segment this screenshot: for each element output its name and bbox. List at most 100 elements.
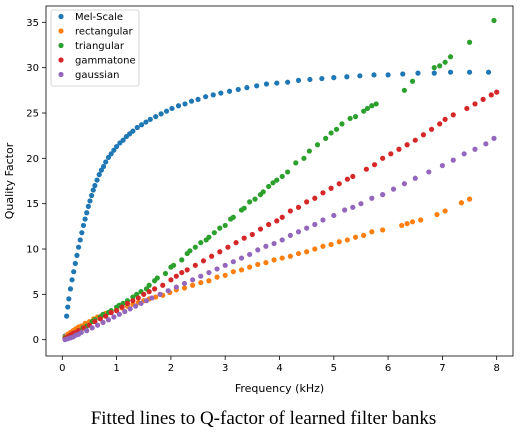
data-point bbox=[344, 237, 350, 243]
x-tick-label: 0 bbox=[59, 363, 65, 374]
data-point bbox=[263, 243, 269, 249]
data-point bbox=[390, 186, 397, 192]
data-point bbox=[371, 162, 378, 168]
data-point bbox=[357, 73, 363, 79]
data-point bbox=[331, 212, 337, 219]
data-point bbox=[187, 248, 193, 254]
data-point bbox=[94, 322, 101, 328]
data-point bbox=[363, 166, 369, 172]
data-point bbox=[244, 85, 250, 91]
data-point bbox=[74, 252, 80, 258]
data-point bbox=[217, 225, 223, 231]
data-point bbox=[437, 63, 443, 69]
legend-marker bbox=[58, 57, 64, 63]
data-point bbox=[369, 103, 375, 109]
data-point bbox=[339, 121, 345, 127]
data-point bbox=[198, 240, 204, 246]
data-point bbox=[263, 260, 269, 266]
data-point bbox=[222, 272, 228, 278]
data-point bbox=[222, 262, 228, 268]
data-point bbox=[97, 316, 103, 322]
data-point bbox=[160, 282, 166, 288]
data-point bbox=[437, 121, 443, 127]
data-point bbox=[480, 96, 486, 102]
data-point bbox=[173, 284, 179, 290]
data-point bbox=[165, 288, 171, 294]
data-point bbox=[404, 221, 410, 227]
data-point bbox=[358, 201, 364, 207]
data-point bbox=[306, 148, 312, 154]
data-point bbox=[134, 124, 140, 131]
data-point bbox=[171, 262, 177, 268]
data-point bbox=[279, 255, 285, 261]
data-point bbox=[116, 311, 122, 317]
data-point bbox=[295, 250, 302, 257]
data-point bbox=[226, 88, 233, 94]
data-point bbox=[271, 257, 277, 263]
data-point bbox=[263, 81, 270, 87]
data-point bbox=[323, 135, 329, 141]
data-point bbox=[426, 169, 432, 175]
data-point bbox=[138, 122, 145, 128]
y-axis-label: Quality Factor bbox=[3, 142, 16, 219]
y-tick-label: 35 bbox=[26, 18, 39, 29]
data-point bbox=[312, 195, 318, 201]
data-point bbox=[388, 151, 394, 157]
data-point bbox=[147, 116, 153, 122]
data-point bbox=[135, 295, 141, 301]
data-point bbox=[439, 162, 446, 169]
data-point bbox=[415, 70, 421, 76]
data-point bbox=[418, 217, 424, 223]
data-point bbox=[266, 221, 272, 228]
data-point bbox=[238, 255, 245, 261]
data-point bbox=[105, 317, 112, 323]
data-point bbox=[241, 235, 247, 241]
data-point bbox=[169, 105, 175, 112]
data-point bbox=[203, 94, 209, 100]
data-point bbox=[84, 210, 90, 216]
legend: Mel-Scale rectangular triangular gammatone g… bbox=[50, 9, 140, 87]
data-point bbox=[75, 244, 82, 250]
data-point bbox=[184, 267, 190, 273]
data-point bbox=[198, 279, 204, 286]
x-axis-label: Frequency (kHz) bbox=[235, 382, 324, 395]
data-point bbox=[206, 269, 212, 276]
data-point bbox=[89, 325, 95, 331]
figure-caption: Fitted lines to Q-factor of learned filt… bbox=[90, 408, 437, 429]
data-point bbox=[192, 262, 198, 268]
data-point bbox=[295, 229, 302, 235]
data-point bbox=[162, 270, 169, 277]
data-point bbox=[270, 180, 276, 186]
y-tick-label: 0 bbox=[33, 335, 39, 346]
data-point bbox=[152, 286, 158, 292]
data-point bbox=[90, 187, 96, 193]
data-point bbox=[285, 79, 291, 85]
data-point bbox=[94, 177, 100, 183]
data-point bbox=[328, 241, 334, 248]
data-point bbox=[214, 274, 220, 280]
y-tick-label: 25 bbox=[26, 108, 39, 119]
legend-marker bbox=[58, 71, 64, 78]
x-tick-label: 4 bbox=[276, 363, 282, 374]
data-point bbox=[488, 92, 494, 98]
scatter-points bbox=[62, 17, 500, 343]
data-point bbox=[312, 246, 318, 252]
data-point bbox=[195, 96, 201, 102]
data-point bbox=[447, 69, 454, 75]
data-point bbox=[133, 303, 139, 309]
data-point bbox=[320, 217, 326, 223]
data-point bbox=[153, 114, 159, 120]
data-point bbox=[241, 205, 247, 211]
data-point bbox=[307, 76, 313, 83]
data-point bbox=[119, 304, 125, 310]
data-point bbox=[105, 154, 112, 161]
data-point bbox=[188, 98, 195, 104]
data-point bbox=[333, 126, 340, 132]
data-point bbox=[260, 189, 266, 195]
data-point bbox=[168, 277, 174, 283]
data-point bbox=[285, 169, 291, 175]
series-3 bbox=[62, 89, 500, 342]
data-point bbox=[331, 75, 337, 81]
data-point bbox=[494, 89, 500, 95]
